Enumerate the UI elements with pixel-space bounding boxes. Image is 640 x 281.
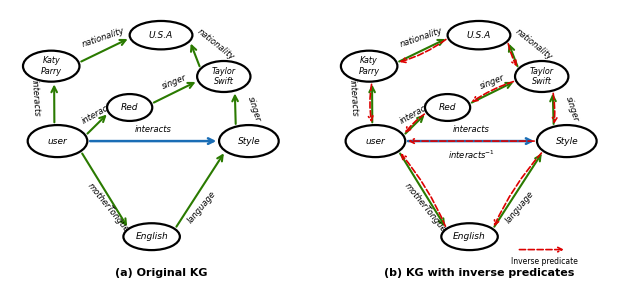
Text: Katy
Parry: Katy Parry: [41, 56, 61, 76]
Text: interacts: interacts: [81, 99, 117, 125]
Text: interacts: interacts: [348, 80, 359, 117]
Text: (b) KG with inverse predicates: (b) KG with inverse predicates: [384, 268, 574, 278]
Ellipse shape: [219, 125, 278, 157]
Ellipse shape: [425, 94, 470, 121]
Text: language: language: [186, 189, 218, 225]
Text: Katy
Parry: Katy Parry: [358, 56, 380, 76]
Text: Red: Red: [121, 103, 138, 112]
Ellipse shape: [197, 61, 250, 92]
Text: Style: Style: [556, 137, 578, 146]
Text: nationality: nationality: [195, 27, 236, 62]
Ellipse shape: [28, 125, 87, 157]
Text: motherTongue: motherTongue: [403, 182, 448, 234]
Text: Taylor
Swift: Taylor Swift: [212, 67, 236, 86]
Ellipse shape: [124, 223, 180, 250]
Text: Taylor
Swift: Taylor Swift: [530, 67, 554, 86]
Text: nationality: nationality: [398, 26, 444, 49]
Text: user: user: [47, 137, 67, 146]
Text: motherTongue: motherTongue: [85, 182, 131, 234]
Text: singer: singer: [479, 73, 506, 91]
Text: Inverse predicate: Inverse predicate: [511, 257, 579, 266]
Ellipse shape: [341, 51, 397, 82]
Text: interacts: interacts: [452, 125, 490, 134]
Text: singer: singer: [246, 95, 262, 123]
Text: singer: singer: [161, 73, 189, 91]
Ellipse shape: [130, 21, 193, 49]
Ellipse shape: [442, 223, 498, 250]
Text: U.S.A: U.S.A: [149, 31, 173, 40]
Text: nationality: nationality: [513, 27, 554, 62]
Text: U.S.A: U.S.A: [467, 31, 491, 40]
Text: Style: Style: [237, 137, 260, 146]
Text: user: user: [365, 137, 385, 146]
Text: English: English: [135, 232, 168, 241]
Ellipse shape: [515, 61, 568, 92]
Text: language: language: [504, 189, 536, 225]
Ellipse shape: [23, 51, 79, 82]
Ellipse shape: [107, 94, 152, 121]
Text: singer: singer: [564, 95, 580, 123]
Text: Red: Red: [439, 103, 456, 112]
Ellipse shape: [537, 125, 596, 157]
Ellipse shape: [346, 125, 405, 157]
Text: interacts: interacts: [398, 99, 435, 125]
Text: interacts: interacts: [135, 125, 172, 134]
Text: English: English: [453, 232, 486, 241]
Text: interacts$^{-1}$: interacts$^{-1}$: [447, 149, 495, 162]
Text: (a) Original KG: (a) Original KG: [115, 268, 207, 278]
Ellipse shape: [447, 21, 510, 49]
Text: interacts: interacts: [29, 80, 41, 117]
Text: nationality: nationality: [81, 26, 125, 49]
